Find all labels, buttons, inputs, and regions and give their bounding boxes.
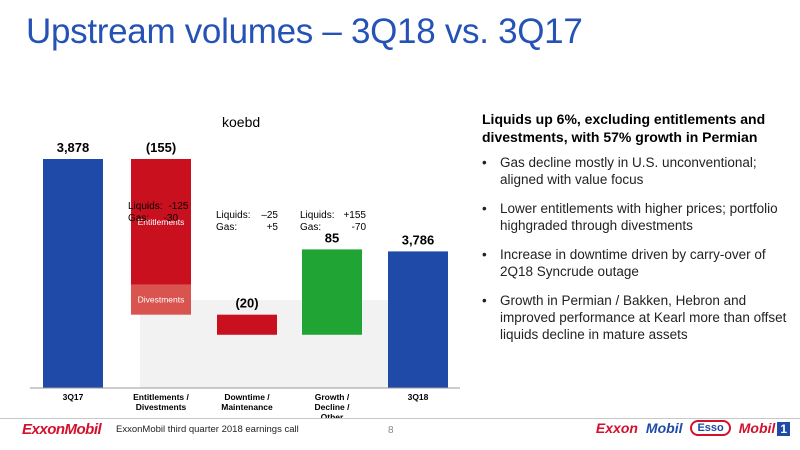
commentary-panel: Liquids up 6%, excluding entitlements an… [482,110,787,355]
segment-label-divestments: Divestments [138,295,185,305]
mobil-brand-logo: Mobil [645,420,683,436]
bar [217,314,277,335]
bar-value-label: 3,878 [57,140,90,155]
footer-divider [0,418,800,419]
x-tick-label: Growth / Decline / Other [315,392,351,418]
x-tick-label: 3Q17 [63,392,84,402]
bar-value-label: (20) [235,296,258,311]
brand-logos: Exxon Mobil Esso Mobil 1 [596,420,790,436]
breakdown-row: Gas: -30 [128,213,178,224]
bar [302,249,362,335]
breakdown-row: Liquids: +155 [300,210,366,221]
exxon-brand-logo: Exxon [595,420,638,436]
page-number: 8 [388,425,394,436]
mobil1-brand-logo: Mobil 1 [739,420,790,436]
bar-segment-divestments [131,284,191,315]
exxonmobil-logo: ExxonMobil [22,421,102,438]
footer-caption: ExxonMobil third quarter 2018 earnings c… [116,424,299,435]
breakdown-row: Liquids: -125 [128,201,189,212]
esso-brand-logo: Esso [690,420,731,436]
commentary-heading: Liquids up 6%, excluding entitlements an… [482,111,766,145]
bullet-item: Lower entitlements with higher prices; p… [482,200,787,234]
bullet-item: Gas decline mostly in U.S. unconventiona… [482,154,787,188]
bar-value-label: (155) [146,140,176,155]
breakdown-row: Gas: -70 [300,222,366,233]
waterfall-chart: 3,878 Entitlements Divestments (155) (20) 85 3… [30,140,460,418]
commentary-bullets: Gas decline mostly in U.S. unconventiona… [482,154,787,343]
bar-segment-entitlements [131,159,191,285]
breakdown-growth: Liquids: +155 Gas: -70 [300,210,366,234]
x-tick-label: Downtime / Maintenance [221,392,273,412]
unit-label: koebd [222,114,261,130]
x-tick-label: 3Q18 [408,392,429,402]
bullet-item: Increase in downtime driven by carry-ove… [482,246,787,280]
slide-title: Upstream volumes – 3Q18 vs. 3Q17 [26,12,583,51]
bullet-item: Growth in Permian / Bakken, Hebron and i… [482,292,787,343]
breakdown-entitlements: Liquids: -125 Gas: -30 [128,201,189,225]
breakdown-downtime: Liquids: –25 Gas: +5 [216,210,278,234]
breakdown-row: Liquids: –25 [216,210,278,221]
x-tick-label: Entitlements / Divestments [133,392,189,412]
breakdown-row: Gas: +5 [216,222,278,233]
bar-value-label: 85 [325,230,339,245]
bar [388,251,448,388]
bar [43,159,103,388]
bar-value-label: 3,786 [402,232,435,247]
segment-label-entitlements: Entitlements [138,217,185,227]
